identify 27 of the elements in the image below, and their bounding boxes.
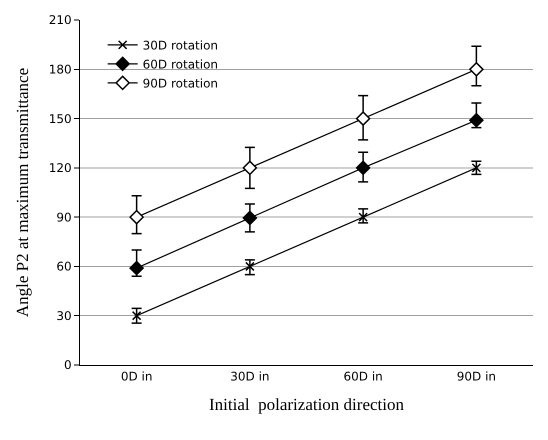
y-tick-label: 60	[56, 260, 72, 274]
point	[245, 262, 255, 272]
y-axis-title: Angle P2 at maximum transmittance	[13, 68, 32, 318]
point	[242, 160, 258, 176]
legend-label: 30D rotation	[142, 38, 218, 53]
point	[358, 212, 368, 222]
x-tick-label: 0D in	[120, 369, 152, 384]
point	[469, 62, 484, 77]
y-tick-label: 150	[48, 112, 72, 126]
point	[242, 210, 258, 226]
point	[469, 112, 484, 128]
y-tick-label: 120	[48, 161, 72, 176]
legend-label: 60D rotation	[142, 58, 218, 72]
y-tick-label: 180	[48, 62, 72, 76]
point	[356, 160, 370, 176]
y-tick-label: 210	[48, 13, 72, 28]
x-axis-title: Initial polarization direction	[209, 394, 404, 414]
y-tick-label: 30	[56, 308, 72, 323]
point	[129, 260, 144, 276]
y-tick-label: 0	[64, 358, 72, 372]
point	[356, 111, 370, 126]
point	[129, 210, 144, 224]
x-tick-label: 60D in	[343, 369, 383, 384]
legend-label: 90D rotation	[142, 76, 218, 91]
x-tick-label: 30D in	[230, 369, 270, 384]
x-tick-label: 90D in	[456, 369, 496, 384]
y-tick-label: 90	[56, 210, 72, 224]
